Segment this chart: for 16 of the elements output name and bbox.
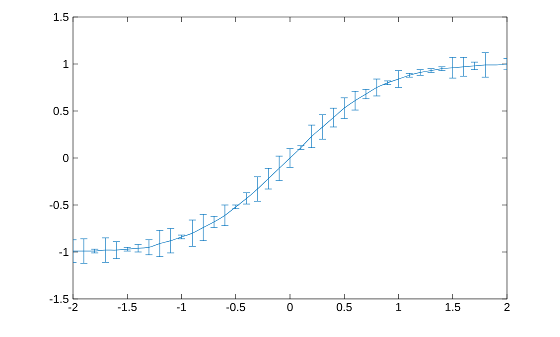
y-tick-label: -1.5: [50, 294, 68, 303]
y-tick-label: 1: [63, 60, 68, 68]
y-tick-label: -0.5: [50, 200, 68, 210]
y-tick-label: 0: [63, 154, 69, 162]
x-tick-label: 1: [396, 303, 402, 311]
x-tick-label: 0.5: [336, 303, 352, 312]
y-tick-label: 1.5: [54, 12, 68, 22]
x-tick-label: -1.5: [118, 303, 137, 312]
x-tick-label: 2: [504, 303, 510, 312]
x-tick-label: -1: [176, 303, 186, 311]
x-tick-label: 0: [287, 303, 293, 312]
y-tick-label: -1: [59, 248, 68, 256]
x-tick-label: -0.5: [226, 303, 246, 312]
x-tick-label: -2: [68, 303, 78, 312]
x-tick-label: 1.5: [446, 303, 460, 312]
y-tick-label: 0.5: [53, 106, 68, 116]
